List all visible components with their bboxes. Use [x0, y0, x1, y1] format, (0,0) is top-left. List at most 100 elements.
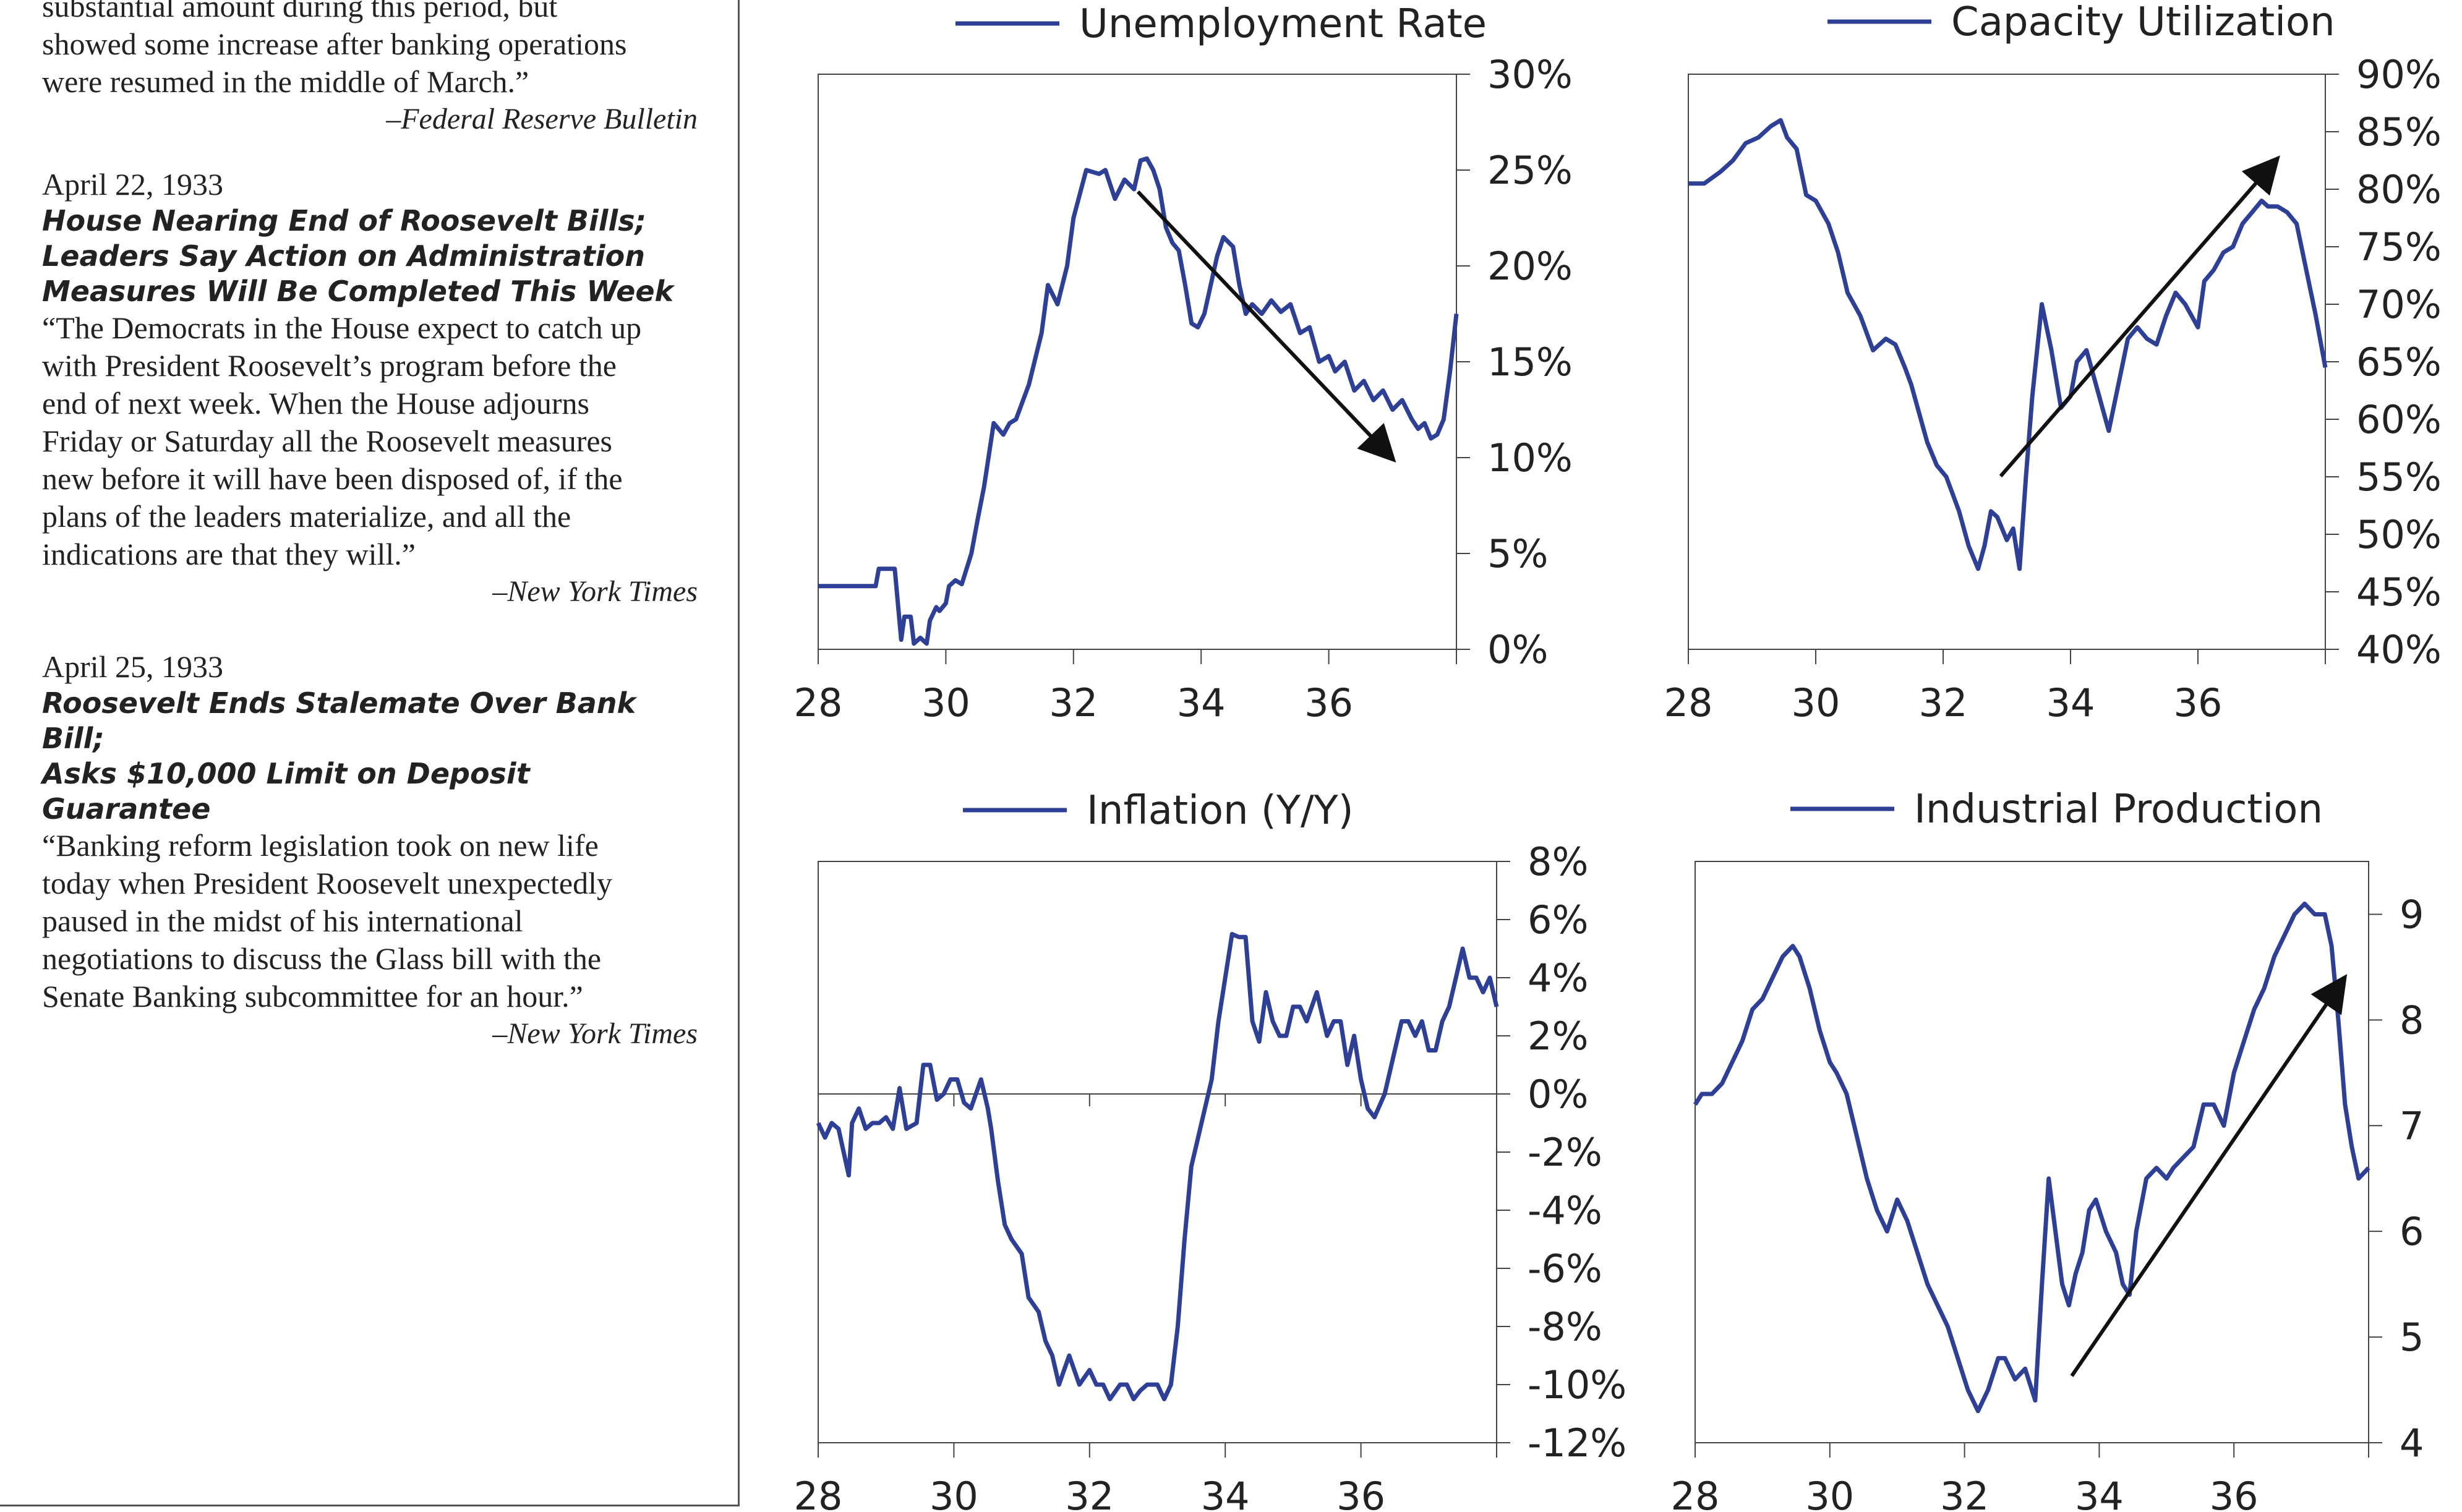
body-line: new before it will have been disposed of… [42, 461, 623, 496]
x-tick-label: 28 [1671, 1474, 1720, 1512]
source-citation: –Federal Reserve Bulletin [386, 103, 698, 135]
y-tick-label: 8% [1528, 839, 1588, 884]
body-line: today when President Roosevelt unexpecte… [42, 866, 612, 900]
y-tick-label: 45% [2356, 570, 2442, 615]
series-line [1688, 117, 2328, 571]
y-tick-label: 25% [1487, 148, 1573, 193]
y-tick-label: -8% [1528, 1304, 1602, 1349]
body-line: plans of the leaders materialize, and al… [42, 499, 571, 534]
y-tick-label: -2% [1528, 1130, 1602, 1175]
entry-body: “Banking reform legislation took on new … [42, 827, 698, 1015]
headline-line: Leaders Say Action on Administration [42, 239, 645, 273]
news-sidebar: substantial amount during this period, b… [0, 0, 740, 1506]
x-tick-label: 36 [1336, 1474, 1385, 1512]
series-line [818, 156, 1459, 646]
x-tick-label: 36 [2174, 680, 2223, 725]
legend-label: Industrial Production [1914, 787, 2323, 832]
y-tick-label: 0% [1487, 627, 1548, 672]
chart-1: 0% 5% 10% 15% 20% 25% 30% 28 30 32 34 36 Unemploymen… [794, 1, 1573, 725]
entry-date: April 22, 1933 [42, 167, 224, 202]
body-line: negotiations to discuss the Glass bill w… [42, 941, 602, 976]
y-tick-label: 80% [2356, 167, 2442, 212]
y-tick-label: 50% [2356, 512, 2442, 557]
headline-line: Roosevelt Ends Stalemate Over Bank Bill; [42, 686, 636, 755]
body-line: end of next week. When the House adjourn… [42, 386, 589, 421]
x-tick-label: 32 [1065, 1474, 1114, 1512]
x-tick-label: 34 [2046, 680, 2095, 725]
legend-label: Inflation (Y/Y) [1087, 788, 1354, 834]
y-tick-label: 4 [2400, 1420, 2424, 1466]
entry-headline: Roosevelt Ends Stalemate Over Bank Bill;… [42, 686, 698, 827]
y-tick-label: 2% [1528, 1014, 1588, 1059]
y-tick-label: 4% [1528, 955, 1588, 1001]
plot-frame [818, 861, 1497, 1443]
body-line: Senate Banking subcommittee for an hour.… [42, 979, 583, 1014]
excerpt-line: were resumed in the middle of March.” [42, 64, 529, 99]
x-tick-label: 28 [1664, 680, 1713, 725]
y-tick-label: 40% [2356, 627, 2442, 672]
plot-frame [1688, 74, 2326, 650]
y-tick-label: 5% [1487, 531, 1548, 576]
y-tick-label: 15% [1487, 340, 1573, 385]
legend-label: Capacity Utilization [1951, 0, 2335, 45]
body-line: “Banking reform legislation took on new … [42, 828, 599, 863]
y-tick-label: 9 [2400, 892, 2424, 937]
trend-arrow [2070, 974, 2348, 1377]
y-tick-label: 70% [2356, 282, 2442, 327]
y-tick-label: -10% [1528, 1362, 1626, 1407]
series-line [1693, 901, 2370, 1414]
source-citation: –New York Times [492, 1017, 698, 1050]
y-tick-label: 85% [2356, 109, 2442, 155]
body-line: with President Roosevelt’s program befor… [42, 348, 617, 383]
y-tick-label: 20% [1487, 244, 1573, 289]
x-tick-label: 30 [1805, 1474, 1854, 1512]
entry-headline: House Nearing End of Roosevelt Bills; Le… [42, 203, 698, 309]
x-tick-label: 30 [921, 680, 970, 725]
legend-label: Unemployment Rate [1079, 1, 1487, 47]
chart-3: -12% -10% -8% -6% -4% -2% 0% 2% 4% 6% 8% 28 30 32 34 36… [794, 788, 1627, 1512]
x-tick-label: 28 [794, 680, 843, 725]
x-tick-label: 32 [1919, 680, 1968, 725]
y-tick-label: 8 [2400, 997, 2424, 1043]
x-tick-label: 34 [1201, 1474, 1250, 1512]
y-tick-label: 65% [2356, 340, 2442, 385]
body-line: “The Democrats in the House expect to ca… [42, 310, 642, 345]
top-excerpt: substantial amount during this period, b… [42, 0, 698, 138]
y-tick-label: -6% [1528, 1246, 1602, 1291]
y-tick-label: -4% [1528, 1188, 1602, 1233]
y-tick-label: 6 [2400, 1209, 2424, 1254]
y-tick-label: 0% [1528, 1072, 1588, 1117]
series-line [816, 932, 1499, 1401]
excerpt-line: showed some increase after banking opera… [42, 27, 627, 61]
x-tick-label: 36 [1304, 680, 1353, 725]
headline-line: House Nearing End of Roosevelt Bills; [42, 204, 647, 237]
y-tick-label: 10% [1487, 435, 1573, 481]
source-citation: –New York Times [492, 575, 698, 608]
excerpt-text: substantial amount during this period, b… [42, 0, 698, 101]
headline-line: Measures Will Be Completed This Week [42, 275, 674, 308]
y-tick-label: 5 [2400, 1315, 2424, 1360]
entry-date: April 25, 1933 [42, 649, 224, 684]
y-tick-label: -12% [1528, 1420, 1626, 1466]
excerpt-line: substantial amount during this period, b… [42, 0, 558, 23]
x-tick-label: 34 [1177, 680, 1226, 725]
plot-frame [1695, 861, 2369, 1443]
x-tick-label: 36 [2210, 1474, 2259, 1512]
chart-4: 4 5 6 7 8 9 28 30 32 34 36 Industrial Production [1671, 787, 2424, 1512]
y-tick-label: 90% [2356, 52, 2442, 97]
x-tick-label: 30 [1792, 680, 1840, 725]
y-tick-label: 75% [2356, 224, 2442, 270]
news-entry-1: April 22, 1933 House Nearing End of Roos… [42, 166, 698, 610]
body-line: Friday or Saturday all the Roosevelt mea… [42, 424, 612, 458]
news-entry-2: April 25, 1933 Roosevelt Ends Stalemate … [42, 648, 698, 1053]
body-line: indications are that they will.” [42, 537, 416, 571]
y-tick-label: 55% [2356, 455, 2442, 500]
x-tick-label: 32 [1049, 680, 1098, 725]
trend-arrow [1999, 155, 2280, 477]
y-tick-label: 30% [1487, 52, 1573, 97]
x-tick-label: 34 [2075, 1474, 2124, 1512]
entry-body: “The Democrats in the House expect to ca… [42, 309, 698, 573]
plot-frame [818, 74, 1457, 650]
x-tick-label: 30 [930, 1474, 978, 1512]
